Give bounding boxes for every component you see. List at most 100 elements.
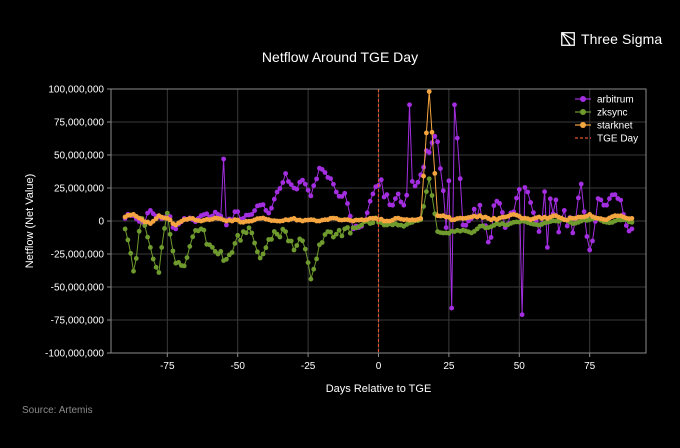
zksync-point [210, 245, 215, 250]
legend-swatch-marker [580, 109, 586, 115]
arbitrum-point [294, 186, 300, 192]
y-tick-label: 50,000,000 [54, 151, 104, 162]
zksync-point [311, 266, 317, 272]
y-tick-label: 25,000,000 [54, 184, 104, 195]
arbitrum-point [322, 170, 328, 175]
arbitrum-point [519, 312, 525, 318]
x-tick-label: 75 [584, 361, 596, 372]
zksync-point [145, 234, 151, 240]
arbitrum-point [576, 195, 581, 201]
arbitrum-point [224, 222, 229, 228]
arbitrum-point [443, 225, 449, 231]
arbitrum-point [578, 181, 584, 187]
arbitrum-point [485, 239, 491, 245]
arbitrum-point [514, 195, 519, 201]
arbitrum-point [398, 199, 404, 205]
y-tick-label: 100,000,000 [48, 85, 104, 96]
arbitrum-point [364, 210, 370, 216]
arbitrum-point [564, 223, 570, 229]
arbitrum-point [274, 189, 280, 195]
y-tick-label: -25,000,000 [51, 250, 105, 261]
arbitrum-point [204, 211, 210, 217]
series-layer [122, 89, 635, 318]
arbitrum-point [587, 247, 593, 253]
arbitrum-point [488, 235, 494, 240]
arbitrum-point [269, 205, 274, 211]
zksync-point [269, 236, 274, 242]
zksync-point [133, 256, 139, 261]
arbitrum-point [271, 196, 277, 202]
arbitrum-point [384, 192, 390, 198]
arbitrum-point [528, 200, 533, 205]
zksync-point [336, 227, 342, 233]
zksync-point [125, 237, 131, 243]
zksync-point [283, 229, 288, 235]
zksync-point [345, 225, 350, 230]
arbitrum-point [378, 177, 384, 183]
arbitrum-point [260, 202, 266, 208]
zksync-point [421, 204, 426, 209]
arbitrum-point [311, 183, 317, 189]
arbitrum-point [339, 194, 345, 199]
arbitrum-point [412, 183, 418, 189]
arbitrum-point [553, 197, 559, 203]
zksync-point [288, 238, 294, 244]
arbitrum-point [598, 197, 604, 203]
arbitrum-point [302, 181, 308, 187]
y-tick-label: -75,000,000 [51, 316, 105, 327]
arbitrum-point [235, 209, 241, 215]
arbitrum-point [629, 226, 635, 232]
zksync-point [164, 210, 170, 216]
legend-item-tge-day: TGE Day [575, 134, 638, 145]
arbitrum-point [522, 185, 528, 190]
legend-label: TGE Day [597, 134, 638, 145]
zksync-point [294, 243, 300, 248]
arbitrum-point [280, 180, 286, 185]
arbitrum-point [497, 201, 502, 206]
legend-label: zksync [597, 108, 628, 119]
arbitrum-point [331, 181, 336, 187]
zksync-point [302, 246, 308, 252]
x-tick-label: 0 [376, 361, 382, 372]
arbitrum-point [342, 190, 348, 196]
zksync-point [181, 263, 187, 269]
arbitrum-point [607, 196, 612, 202]
zksync-point [238, 238, 243, 243]
arbitrum-point [305, 187, 311, 193]
arbitrum-point [435, 139, 440, 145]
x-tick-label: 50 [514, 361, 526, 372]
arbitrum-point [249, 212, 255, 217]
arbitrum-point [409, 179, 415, 184]
arbitrum-point [277, 186, 283, 191]
arbitrum-point [367, 198, 373, 204]
series-zksync [122, 176, 635, 282]
zksync-point [162, 226, 167, 231]
legend: arbitrum zksync starknet TGE Day [575, 95, 638, 145]
legend-label: arbitrum [597, 95, 634, 106]
legend-label: starknet [597, 121, 633, 132]
arbitrum-point [308, 193, 314, 199]
zksync-point [370, 220, 376, 226]
starknet-point [153, 216, 159, 222]
arbitrum-point [438, 166, 443, 172]
zksync-point [190, 234, 196, 240]
legend-item-arbitrum: arbitrum [575, 95, 634, 106]
arbitrum-point [612, 192, 618, 198]
zksync-point [150, 256, 156, 262]
arbitrum-point [542, 189, 547, 195]
zksync-point [167, 231, 173, 237]
zksync-point [131, 268, 136, 274]
starknet-point [426, 89, 432, 94]
zksync-point [314, 256, 319, 262]
arbitrum-point [333, 189, 339, 195]
arbitrum-point [345, 201, 350, 206]
arbitrum-point [590, 238, 595, 244]
starknet-point [432, 171, 438, 176]
legend-item-zksync: zksync [575, 108, 628, 119]
arbitrum-point [404, 192, 410, 198]
zksync-point [260, 251, 266, 257]
zksync-point [235, 232, 241, 238]
zksync-point [122, 226, 128, 232]
zksync-point [249, 230, 255, 236]
arbitrum-point [300, 177, 305, 183]
